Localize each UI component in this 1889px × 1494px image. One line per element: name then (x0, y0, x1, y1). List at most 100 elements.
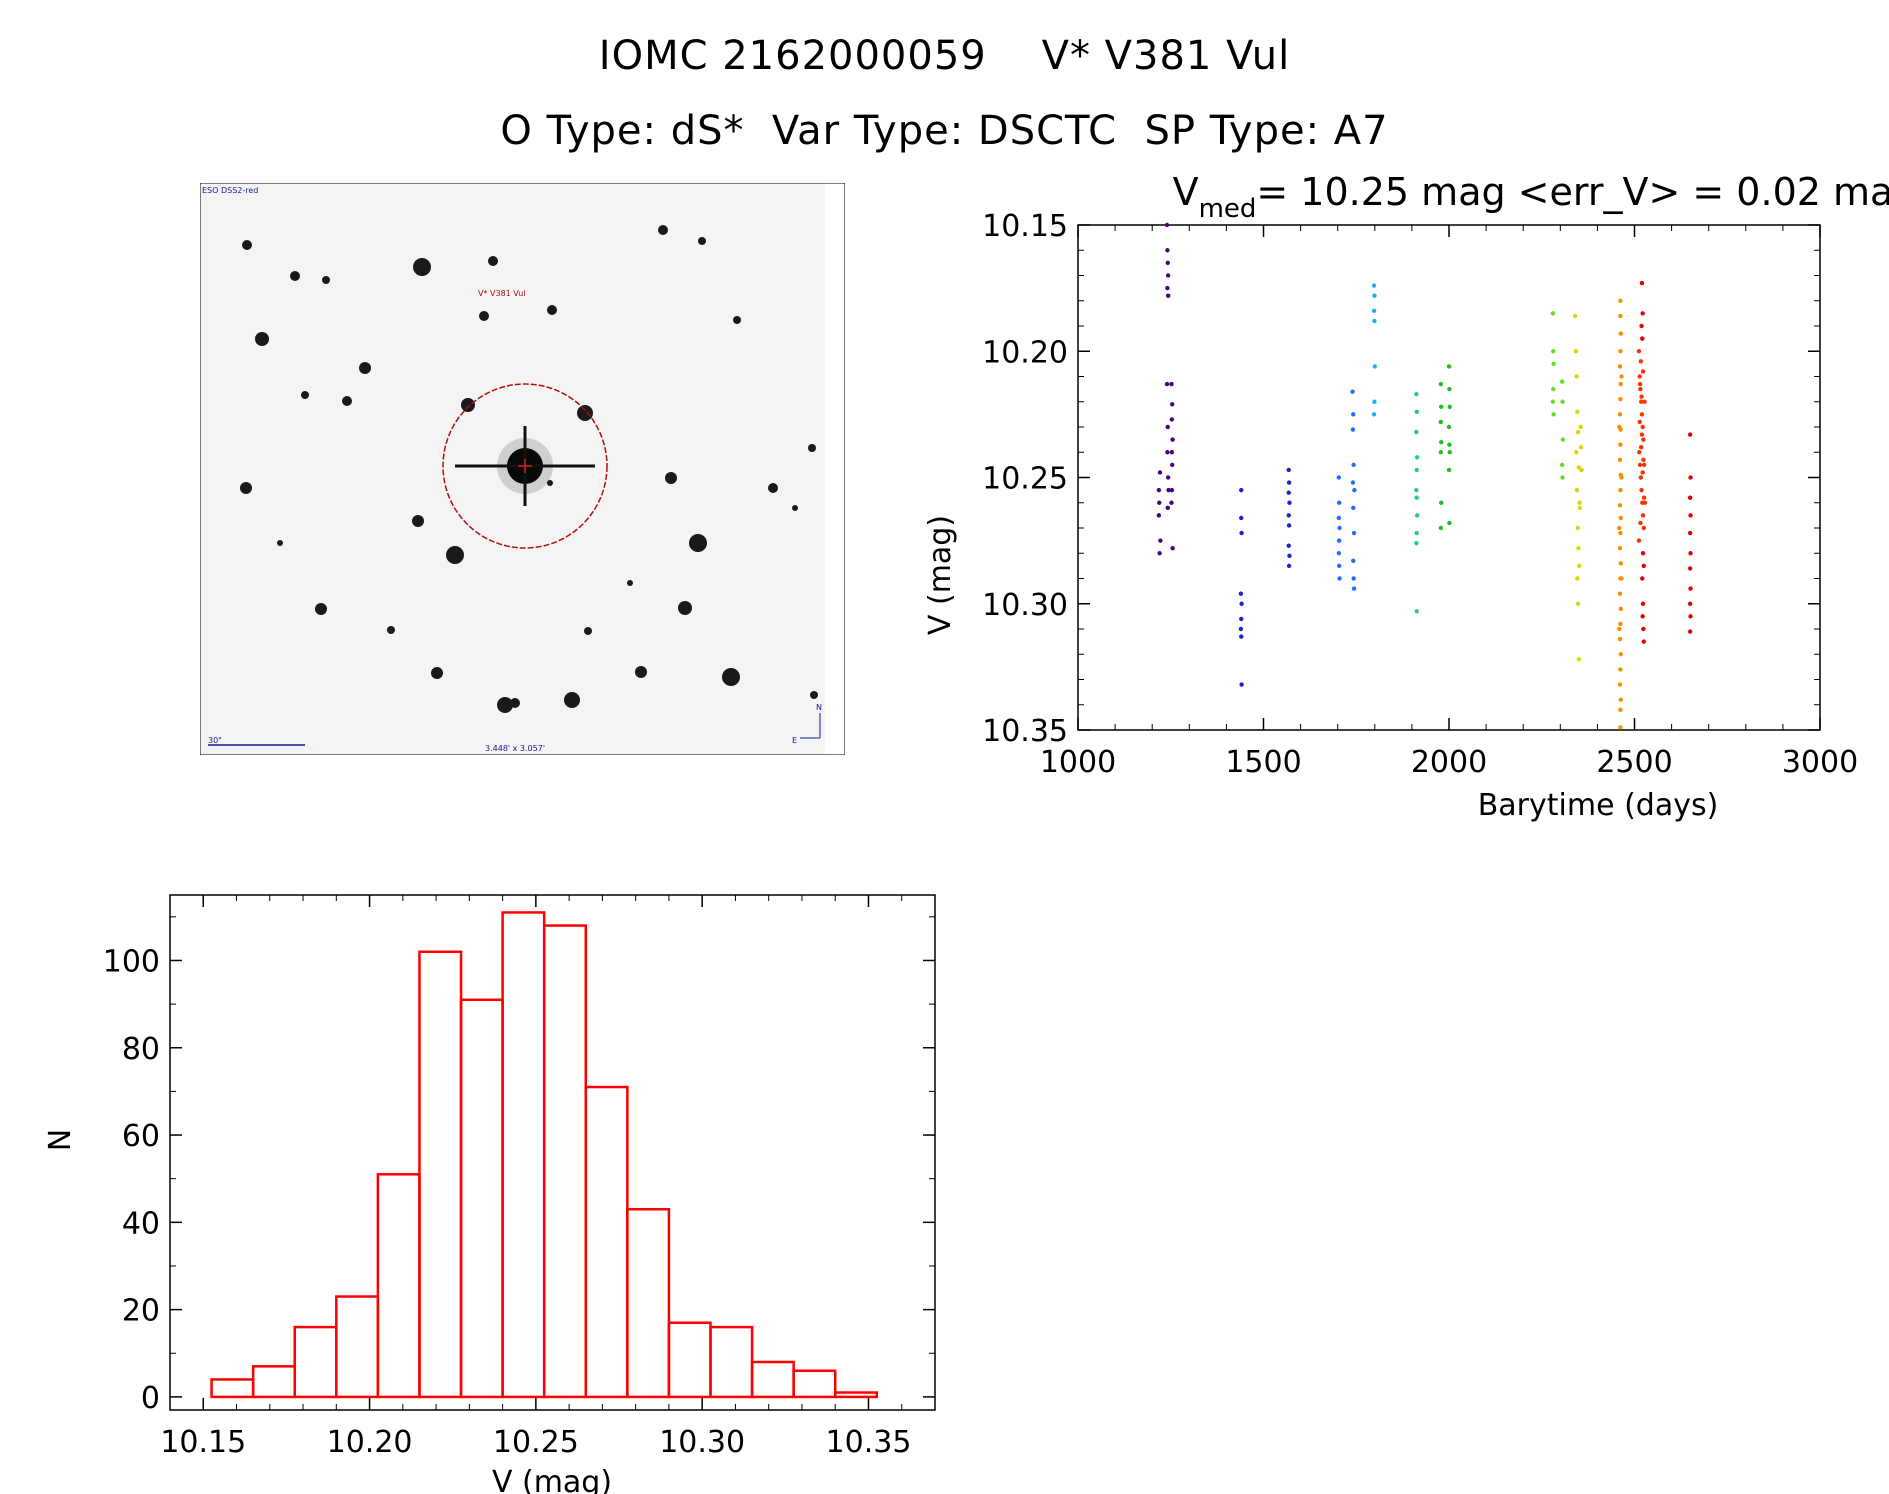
data-point (1575, 576, 1580, 581)
chart-title-line1: IOMC 2162000059 V* V381 Vul (598, 33, 1291, 79)
data-point (1618, 381, 1623, 387)
data-point (1439, 404, 1444, 409)
data-point (1438, 381, 1444, 387)
data-point (1637, 419, 1642, 425)
data-point (1618, 487, 1623, 493)
star (698, 237, 706, 245)
light-curve-chart: Vmed= 10.25 mag <err_V> = 0.02 mag 1000 1… (923, 170, 1889, 823)
data-point (1169, 450, 1175, 455)
data-point (1550, 399, 1556, 404)
star (301, 391, 309, 399)
histogram-bar (709, 1325, 754, 1399)
x-tick-label: 10.30 (659, 1425, 745, 1460)
histogram-bar (501, 911, 546, 1399)
data-point (1170, 437, 1175, 442)
x-tick-label: 1000 (1040, 745, 1116, 780)
data-point (1640, 614, 1645, 619)
star (627, 580, 633, 586)
data-point (1239, 530, 1244, 536)
data-point (1618, 530, 1623, 536)
star (497, 697, 513, 713)
y-tick-label: 60 (122, 1119, 160, 1154)
star (446, 546, 464, 564)
data-point (1336, 475, 1342, 480)
data-point (1639, 412, 1645, 417)
data-point (1446, 364, 1452, 369)
star (658, 225, 668, 235)
data-point (1169, 487, 1175, 493)
data-point (1372, 399, 1377, 404)
data-point (1617, 412, 1623, 417)
data-point (1165, 285, 1170, 291)
y-tick-label: 10.25 (982, 462, 1068, 497)
data-point (1639, 280, 1645, 286)
data-point (1165, 273, 1171, 278)
star (810, 691, 818, 699)
data-point (1165, 260, 1170, 266)
data-point (1165, 450, 1170, 455)
title-rest: = 10.25 mag <err_V> = 0.02 mag (1256, 170, 1889, 214)
y-tick-label: 10.35 (982, 714, 1068, 749)
data-point (1687, 530, 1693, 536)
star (678, 601, 692, 615)
data-point (1351, 586, 1357, 591)
data-point (1688, 551, 1693, 556)
star (277, 540, 283, 546)
data-point (1687, 495, 1693, 500)
data-point (1641, 525, 1646, 531)
data-point (1617, 636, 1623, 642)
data-point (1637, 462, 1643, 468)
histogram-bar (418, 950, 463, 1399)
data-point (1617, 525, 1622, 531)
y-tick-label: 20 (122, 1294, 160, 1329)
data-point (1641, 639, 1646, 644)
data-point (1287, 500, 1292, 505)
data-point (1239, 616, 1244, 622)
data-point (1576, 657, 1582, 662)
light-curve-title: Vmed= 10.25 mag <err_V> = 0.02 mag (1173, 170, 1889, 224)
lc-y-axis-label: V (mag) (923, 515, 958, 635)
star (488, 256, 498, 266)
data-point (1447, 386, 1452, 392)
x-tick-label: 2500 (1596, 745, 1672, 780)
star (413, 258, 431, 276)
data-point (1640, 470, 1645, 475)
data-point (1287, 553, 1292, 558)
star (342, 396, 352, 406)
data-point (1446, 467, 1452, 473)
data-point (1238, 591, 1244, 596)
data-point (1640, 369, 1646, 374)
data-point (1560, 437, 1566, 442)
star (315, 603, 327, 615)
data-point (1352, 487, 1357, 493)
chart-title-line2: O Type: dS* Var Type: DSCTC SP Type: A7 (500, 108, 1389, 154)
data-point (1638, 399, 1644, 404)
data-point (1618, 313, 1623, 319)
target-label: V* V381 Vul (478, 289, 526, 298)
data-point (1560, 475, 1565, 480)
y-tick-label: 10.15 (982, 209, 1068, 244)
data-point (1238, 626, 1244, 632)
data-point (1575, 429, 1581, 435)
data-point (1572, 313, 1578, 319)
data-point (1559, 462, 1565, 468)
data-point (1351, 576, 1356, 581)
star (242, 240, 252, 250)
data-point (1560, 399, 1565, 404)
data-point (1578, 445, 1584, 450)
data-point (1618, 652, 1623, 657)
data-point (1551, 349, 1556, 354)
data-point (1371, 283, 1377, 288)
data-point (1617, 591, 1623, 596)
data-point (1239, 487, 1244, 493)
data-point (1638, 386, 1643, 392)
histogram-bar (584, 1085, 629, 1399)
target-star (442, 383, 608, 549)
data-point (1239, 601, 1244, 606)
data-point (1350, 480, 1356, 485)
data-point (1170, 402, 1175, 407)
star (689, 534, 707, 552)
data-point (1170, 462, 1175, 468)
data-point (1166, 487, 1171, 493)
data-point (1619, 576, 1624, 581)
